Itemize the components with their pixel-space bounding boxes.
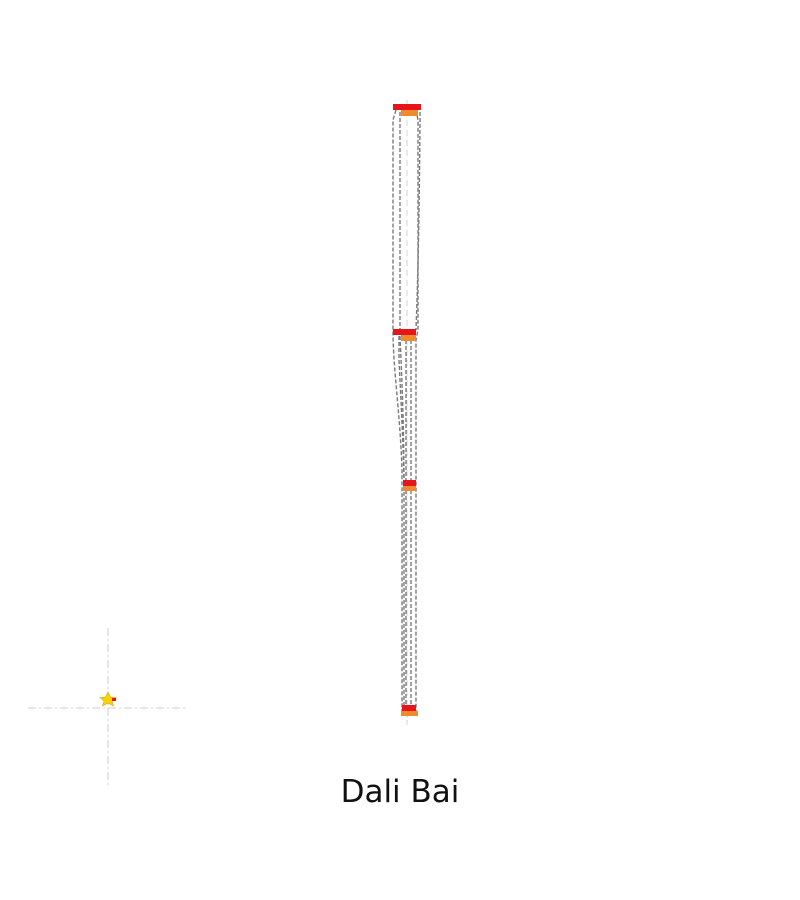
node-bottom bbox=[401, 705, 418, 716]
link-lines bbox=[392, 109, 421, 712]
link-outer-left bbox=[392, 109, 403, 712]
yellow-star-marker-icon bbox=[99, 691, 117, 707]
diagram-caption: Dali Bai bbox=[340, 774, 460, 810]
node-top bbox=[393, 104, 421, 116]
node-lower-mid bbox=[403, 480, 416, 491]
link-right-1 bbox=[415, 109, 419, 712]
crosshair-marker bbox=[28, 628, 188, 788]
node-upper-mid bbox=[393, 329, 416, 341]
link-mid-bridge bbox=[399, 335, 405, 712]
link-right-2 bbox=[415, 112, 421, 331]
